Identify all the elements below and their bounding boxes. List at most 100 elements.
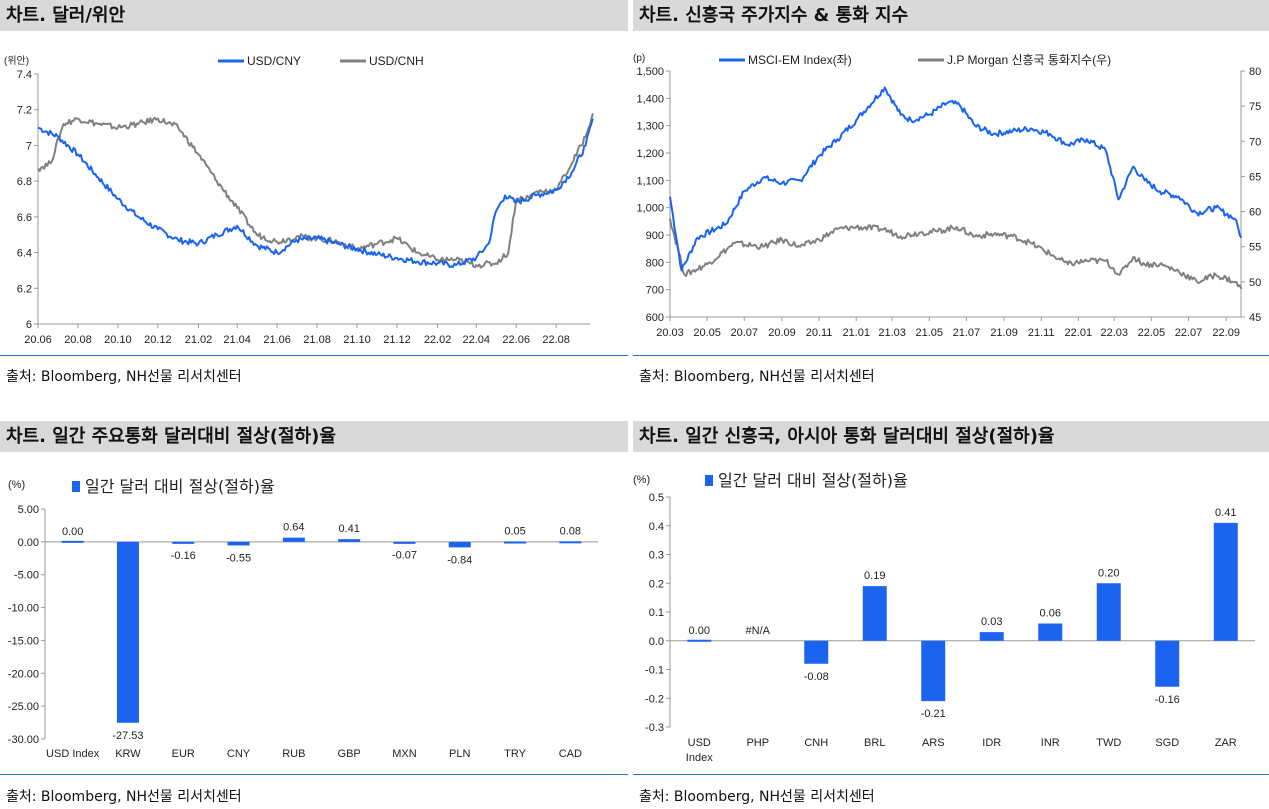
y-tick-label: -25.00 bbox=[8, 701, 39, 713]
y-tick-label: 1,200 bbox=[636, 148, 664, 160]
x-tick-label: 21.03 bbox=[878, 327, 906, 339]
x-tick-label: 21.08 bbox=[303, 334, 331, 346]
category-label: KRW bbox=[115, 748, 141, 760]
y-tick-label: 1,400 bbox=[636, 93, 664, 105]
bar-INR bbox=[1038, 623, 1063, 641]
x-tick-label: 22.04 bbox=[462, 334, 490, 346]
bar-RUB bbox=[282, 537, 305, 542]
legend-label: USD/CNH bbox=[369, 54, 424, 68]
category-label: PLN bbox=[449, 748, 470, 760]
x-tick-label: 22.07 bbox=[1175, 327, 1203, 339]
category-label: BRL bbox=[864, 737, 885, 749]
x-tick-label: 20.03 bbox=[656, 327, 684, 339]
legend-label: USD/CNY bbox=[247, 54, 301, 68]
data-label: 0.41 bbox=[338, 523, 359, 535]
legend-swatch bbox=[705, 475, 713, 486]
x-tick-label: 20.08 bbox=[64, 334, 92, 346]
x-tick-label: 20.10 bbox=[104, 334, 132, 346]
bar-BRL bbox=[862, 586, 887, 641]
y-tick-label: 0.5 bbox=[649, 492, 664, 504]
y-tick-label: -0.2 bbox=[645, 693, 664, 705]
data-label: 0.00 bbox=[689, 625, 710, 637]
chart-panel-em-index: 차트. 신흥국 주가지수 & 통화 지수 600 700 800 900 1,000 1,… bbox=[633, 0, 1269, 400]
data-label: 0.03 bbox=[981, 616, 1002, 628]
panel-title: 차트. 일간 주요통화 달러대비 절상(절하)율 bbox=[0, 421, 628, 452]
x-tick-label: 20.09 bbox=[768, 327, 796, 339]
y-unit-label: (p) bbox=[633, 53, 645, 64]
category-label: USD bbox=[688, 737, 711, 749]
y-tick-label: 0.3 bbox=[649, 550, 664, 562]
source-note: 출처: Bloomberg, NH선물 리서치센터 bbox=[639, 369, 875, 385]
chart-panel-major-fx: 차트. 일간 주요통화 달러대비 절상(절하)율 5.00 0.00 -5.00 -1… bbox=[0, 421, 628, 809]
y-tick-label: 0.2 bbox=[649, 578, 664, 590]
y-tick-label: 700 bbox=[646, 285, 664, 297]
data-label: -27.53 bbox=[112, 730, 143, 742]
em-fx-bar-chart: 0.5 0.4 0.3 0.2 0.1 0.0 -0.1 -0.2 -0.3 (%) 일간 달러 대… bbox=[633, 471, 1255, 764]
x-tick-label: 21.01 bbox=[842, 327, 870, 339]
x-tick-label: 21.04 bbox=[223, 334, 251, 346]
category-label: IDR bbox=[982, 737, 1001, 749]
y-tick-label: 800 bbox=[646, 257, 664, 269]
panel-title: 차트. 신흥국 주가지수 & 통화 지수 bbox=[633, 0, 1269, 31]
category-label: TWD bbox=[1096, 737, 1121, 749]
x-tick-label: 22.06 bbox=[502, 334, 530, 346]
y-tick-label: 5.00 bbox=[18, 504, 39, 516]
bar-EUR bbox=[172, 541, 195, 544]
y-tick-label: -10.00 bbox=[8, 603, 39, 615]
y-tick-label: 0.00 bbox=[18, 537, 39, 549]
bar-PLN bbox=[448, 541, 471, 548]
divider bbox=[0, 355, 628, 356]
x-tick-label: 22.09 bbox=[1212, 327, 1240, 339]
category-label: Index bbox=[686, 752, 713, 764]
data-label: -0.16 bbox=[171, 550, 196, 562]
y-tick-label: -0.3 bbox=[645, 722, 664, 734]
legend-label: 일간 달러 대비 절상(절하)율 bbox=[85, 477, 275, 496]
data-label: -0.55 bbox=[226, 552, 251, 564]
x-tick-label: 22.03 bbox=[1100, 327, 1128, 339]
legend-label: J.P Morgan 신흥국 통화지수(우) bbox=[947, 53, 1111, 67]
category-label: RUB bbox=[282, 748, 305, 760]
major-fx-bar-chart: 5.00 0.00 -5.00 -10.00 -15.00 -20.00 -25.00 -30… bbox=[8, 477, 598, 760]
data-label: 0.64 bbox=[283, 522, 304, 534]
y-tick-label: 0.1 bbox=[649, 607, 664, 619]
panel-title: 차트. 일간 신흥국, 아시아 통화 달러대비 절상(절하)율 bbox=[633, 421, 1269, 452]
data-label: 0.08 bbox=[560, 525, 581, 537]
x-tick-label: 21.09 bbox=[990, 327, 1018, 339]
x-tick-label: 20.05 bbox=[693, 327, 721, 339]
y-tick-label: 600 bbox=[646, 312, 664, 324]
y-tick-label: 0.4 bbox=[649, 521, 664, 533]
data-label: 0.41 bbox=[1215, 507, 1236, 519]
category-label: EUR bbox=[172, 748, 195, 760]
legend-label: 일간 달러 대비 절상(절하)율 bbox=[718, 471, 908, 490]
y-tick-label: 1,100 bbox=[636, 175, 664, 187]
data-label: -0.84 bbox=[447, 554, 472, 566]
category-label: ARS bbox=[922, 737, 945, 749]
y-tick-label: 6.8 bbox=[17, 176, 32, 188]
y-right-tick-label: 60 bbox=[1249, 207, 1261, 219]
y-tick-label: -30.00 bbox=[8, 734, 39, 746]
data-label: 0.06 bbox=[1040, 608, 1061, 620]
usdcny-line-chart: 6 6.2 6.4 6.6 6.8 7 7.2 7.4 20.06 20.08 20.10 20.12… bbox=[4, 54, 594, 346]
data-label: -0.07 bbox=[392, 549, 417, 561]
bar-GBP bbox=[338, 539, 361, 542]
source-note: 출처: Bloomberg, NH선물 리서치센터 bbox=[6, 369, 242, 385]
category-label: MXN bbox=[392, 748, 417, 760]
category-label: GBP bbox=[338, 748, 361, 760]
x-tick-label: 20.07 bbox=[730, 327, 758, 339]
bar-MXN bbox=[393, 541, 416, 544]
y-tick-label: 6.6 bbox=[17, 212, 32, 224]
x-tick-label: 20.06 bbox=[24, 334, 52, 346]
y-tick-label: 7.4 bbox=[17, 69, 32, 81]
y-right-tick-label: 80 bbox=[1249, 66, 1261, 78]
y-tick-label: -15.00 bbox=[8, 635, 39, 647]
data-label: 0.19 bbox=[864, 570, 885, 582]
category-label: CAD bbox=[559, 748, 582, 760]
y-tick-label: 1,300 bbox=[636, 121, 664, 133]
category-label: CNY bbox=[227, 748, 251, 760]
y-right-tick-label: 70 bbox=[1249, 136, 1261, 148]
y-right-tick-label: 65 bbox=[1249, 171, 1261, 183]
bar-USD Index bbox=[687, 639, 712, 642]
y-unit-label: (위안) bbox=[4, 54, 29, 67]
data-label: -0.21 bbox=[921, 708, 946, 720]
data-label: #N/A bbox=[746, 625, 771, 637]
